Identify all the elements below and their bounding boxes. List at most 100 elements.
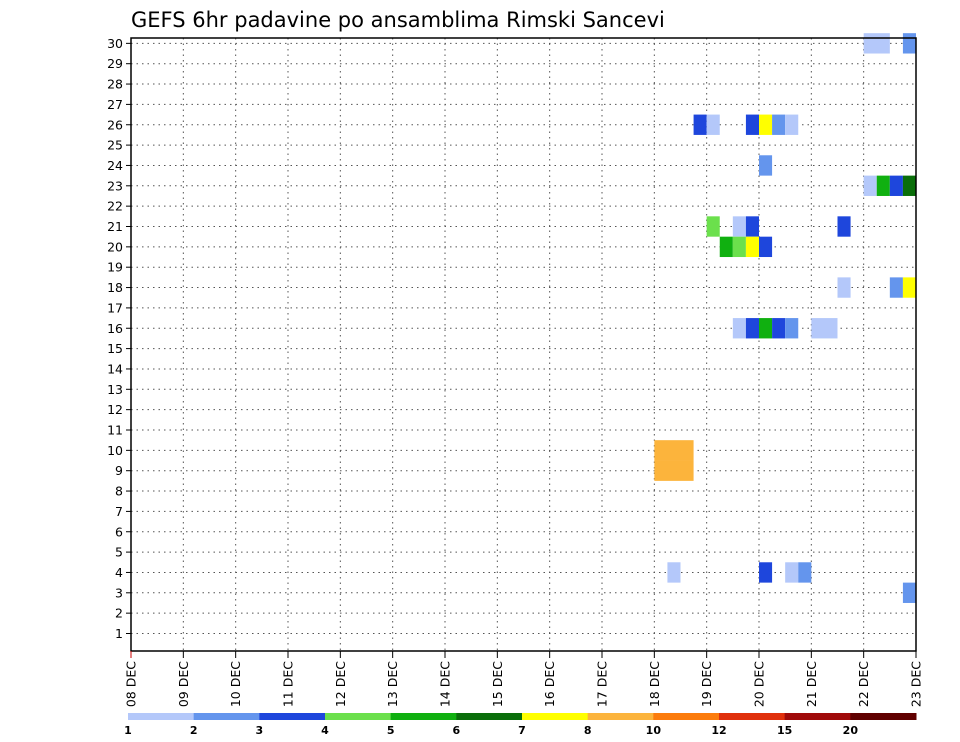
x-tick-label: 23 DEC	[909, 661, 924, 707]
precip-cell	[785, 318, 799, 339]
y-tick-label: 10	[107, 443, 123, 458]
x-tick-label: 21 DEC	[804, 661, 819, 707]
legend-label: 12	[711, 724, 726, 737]
y-tick-label: 19	[107, 260, 123, 275]
precip-cells	[654, 33, 916, 603]
precip-cell	[732, 216, 746, 237]
legend-swatch	[325, 713, 392, 720]
precip-cell	[745, 236, 759, 258]
precip-cell	[785, 114, 799, 135]
precip-cell	[667, 562, 681, 583]
precip-cell	[772, 318, 786, 339]
y-tick-label: 5	[115, 545, 123, 560]
legend-swatch	[259, 713, 326, 720]
y-tick-label: 15	[107, 341, 123, 356]
y-tick-label: 13	[107, 382, 123, 397]
precip-cell	[785, 562, 799, 583]
y-tick-label: 14	[107, 361, 123, 376]
precip-cell	[902, 175, 916, 196]
precip-cell	[798, 562, 812, 583]
precip-cell	[902, 582, 916, 603]
legend-swatch	[587, 713, 654, 720]
legend-label: 6	[453, 724, 461, 737]
precip-cell	[745, 114, 759, 135]
y-tick-label: 9	[115, 463, 123, 478]
precip-cell	[745, 216, 759, 237]
y-tick-label: 23	[107, 178, 123, 193]
precip-cell	[732, 236, 746, 258]
y-tick-label: 3	[115, 585, 123, 600]
x-tick-label: 22 DEC	[856, 661, 871, 707]
precip-cell	[837, 216, 851, 237]
legend-swatch	[850, 713, 917, 720]
precip-cell	[759, 114, 773, 135]
y-tick-label: 18	[107, 280, 123, 295]
y-tick-label: 7	[115, 504, 123, 519]
y-tick-label: 11	[107, 423, 123, 438]
legend-swatch	[390, 713, 457, 720]
x-tick-label: 08 DEC	[124, 661, 139, 707]
y-tick-label: 4	[115, 565, 123, 580]
precip-cell	[719, 236, 733, 258]
y-tick-label: 22	[107, 199, 123, 214]
x-tick-label: 14 DEC	[438, 661, 453, 707]
legend-swatch	[193, 713, 260, 720]
y-tick-label: 6	[115, 524, 123, 539]
precip-cell	[889, 277, 903, 298]
chart-title: GEFS 6hr padavine po ansamblima Rimski S…	[131, 8, 665, 32]
precip-cell	[706, 114, 720, 135]
color-legend: 1 2 3 4 5 6 7 8 10 12 15 20	[124, 713, 917, 737]
precip-cell	[759, 236, 773, 258]
precip-cell	[889, 175, 903, 196]
y-tick-label: 28	[107, 77, 123, 92]
y-tick-label: 30	[107, 36, 123, 51]
precip-cell	[863, 33, 890, 54]
y-tick-label: 1	[115, 626, 123, 641]
legend-swatch	[653, 713, 720, 720]
precip-cell	[693, 114, 707, 135]
precip-cell	[759, 562, 773, 583]
y-tick-label: 17	[107, 300, 123, 315]
precip-cell	[772, 114, 786, 135]
precip-cell	[654, 460, 694, 481]
legend-label: 8	[584, 724, 592, 737]
y-tick-label: 25	[107, 138, 123, 153]
precip-cell	[837, 277, 851, 298]
x-tick-label: 12 DEC	[333, 661, 348, 707]
legend-label: 5	[387, 724, 395, 737]
x-tick-label: 16 DEC	[542, 661, 557, 707]
x-tick-label: 19 DEC	[699, 661, 714, 707]
plot-frame	[130, 37, 917, 652]
y-tick-label: 2	[115, 606, 123, 621]
legend-swatch	[784, 713, 851, 720]
x-tick-label: 11 DEC	[281, 661, 296, 707]
y-tick-label: 20	[107, 239, 123, 254]
x-axis-ticks: 08 DEC 09 DEC 10 DEC 11 DEC 12 DEC 13 DEC 14 D…	[124, 651, 924, 707]
x-tick-label: 13 DEC	[385, 661, 400, 707]
legend-label: 4	[321, 724, 329, 737]
y-tick-label: 12	[107, 402, 123, 417]
legend-swatch	[456, 713, 523, 720]
legend-label: 1	[124, 724, 132, 737]
y-tick-label: 16	[107, 321, 123, 336]
legend-label: 3	[256, 724, 264, 737]
precip-cell	[902, 277, 916, 298]
legend-label: 15	[777, 724, 792, 737]
x-tick-label: 17 DEC	[595, 661, 610, 707]
y-tick-label: 24	[107, 158, 123, 173]
precip-cell	[732, 318, 746, 339]
x-tick-label: 20 DEC	[752, 661, 767, 707]
legend-label: 10	[646, 724, 662, 737]
legend-swatch	[719, 713, 786, 720]
x-tick-label: 10 DEC	[228, 661, 243, 707]
x-tick-label: 18 DEC	[647, 661, 662, 707]
y-axis-ticks: 1234567891011121314151617181920212223242…	[107, 36, 131, 641]
precip-cell	[811, 318, 838, 339]
legend-swatch	[128, 713, 195, 720]
legend-swatch	[522, 713, 589, 720]
precip-cell	[759, 318, 773, 339]
x-tick-label: 09 DEC	[176, 661, 191, 707]
precip-cell	[902, 33, 916, 54]
y-tick-label: 21	[107, 219, 123, 234]
